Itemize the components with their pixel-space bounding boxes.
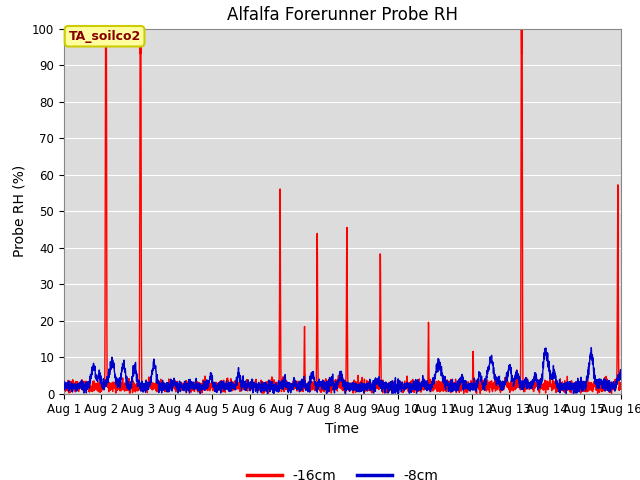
-16cm [606,383,614,388]
-8cm [546,374,554,380]
Line: -8cm: -8cm [64,348,621,394]
-16cm [617,383,625,389]
-16cm [274,384,282,389]
-16cm [60,379,68,384]
-16cm [473,391,481,396]
-8cm [274,387,282,393]
Y-axis label: Probe RH (%): Probe RH (%) [12,165,26,257]
-8cm [606,389,614,395]
X-axis label: Time: Time [325,422,360,436]
-16cm [298,380,306,386]
Line: -16cm: -16cm [64,29,621,394]
-16cm [547,380,554,386]
-16cm [102,26,109,32]
-8cm [157,386,164,392]
-8cm [60,378,68,384]
-8cm [264,391,271,396]
-8cm [588,345,595,350]
Text: TA_soilco2: TA_soilco2 [68,30,141,43]
Legend: -16cm, -8cm: -16cm, -8cm [241,464,444,480]
-8cm [298,376,306,382]
-8cm [124,384,131,390]
-16cm [157,376,164,382]
-8cm [617,367,625,372]
-16cm [124,385,132,391]
Title: Alfalfa Forerunner Probe RH: Alfalfa Forerunner Probe RH [227,6,458,24]
